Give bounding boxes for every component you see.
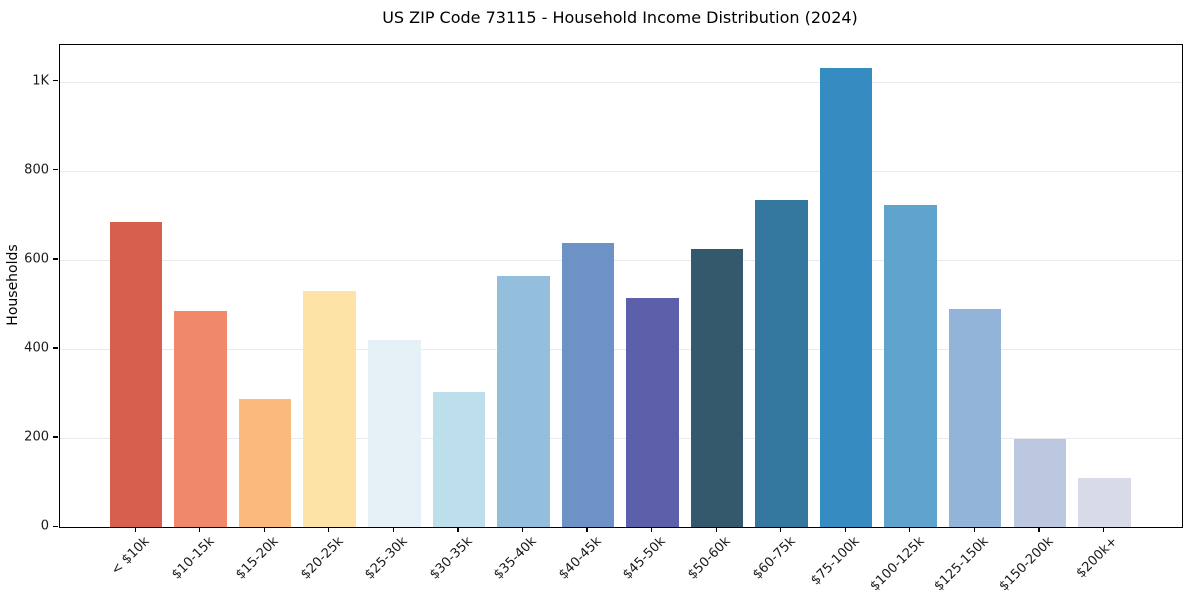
x-tick-label: $60-75k (749, 534, 799, 583)
x-tick-label: $150-200k (996, 534, 1057, 590)
x-tick-mark (715, 527, 717, 533)
y-tick-mark (53, 80, 58, 82)
x-tick-mark (909, 527, 911, 533)
x-tick-label: < $10k (108, 534, 153, 579)
bar-$60-75k (755, 200, 808, 527)
x-tick-mark (973, 527, 975, 533)
bar-$20-25k (303, 290, 356, 527)
bar-$125-150k (948, 308, 1002, 527)
y-tick-mark (53, 169, 58, 171)
y-tick-label: 600 (24, 251, 49, 267)
bar-$10-15k (174, 310, 227, 527)
y-tick-label: 0 (40, 518, 49, 534)
bar-$30-35k (432, 392, 486, 527)
bar-$35-40k (497, 275, 550, 527)
gridline (60, 170, 1182, 172)
x-tick-label: $75-100k (808, 534, 863, 589)
bar-$150-200k (1013, 439, 1066, 527)
plot-area (59, 44, 1183, 528)
bar-$45-50k (626, 297, 679, 527)
x-tick-mark (1102, 527, 1105, 533)
chart-title: US ZIP Code 73115 - Household Income Dis… (382, 8, 858, 27)
x-tick-label: $100-125k (867, 534, 928, 590)
y-tick-label: 400 (24, 340, 49, 356)
x-tick-mark (457, 527, 459, 533)
x-tick-mark (328, 527, 330, 533)
x-tick-label: $45-50k (620, 534, 670, 583)
x-tick-mark (1038, 527, 1040, 533)
x-tick-mark (586, 527, 588, 533)
bar-< $10k (109, 221, 163, 527)
bar-$15-20k (238, 398, 292, 527)
x-tick-mark (263, 527, 265, 533)
x-tick-label: $50-60k (685, 534, 734, 583)
x-tick-label: $35-40k (491, 534, 540, 583)
x-tick-mark (392, 527, 395, 533)
gridline (60, 259, 1182, 261)
x-tick-mark (844, 527, 846, 533)
bar-$50-60k (690, 248, 744, 527)
bar-$25-30k (368, 340, 421, 527)
x-tick-label: $25-30k (362, 534, 411, 583)
x-tick-label: $200k+ (1073, 534, 1121, 582)
x-tick-label: $20-25k (297, 534, 347, 583)
x-tick-mark (650, 527, 653, 533)
gridline (60, 437, 1182, 439)
x-tick-mark (521, 527, 524, 533)
y-tick-label: 800 (24, 162, 49, 178)
x-tick-mark (134, 527, 136, 533)
bar-$40-45k (561, 243, 615, 527)
x-tick-mark (780, 527, 782, 533)
x-tick-label: $30-35k (426, 534, 476, 583)
y-tick-mark (53, 258, 58, 260)
bar-$200k+ (1078, 478, 1131, 527)
bar-$100-125k (884, 205, 937, 527)
x-tick-label: $40-45k (556, 534, 605, 583)
gridline (60, 348, 1182, 350)
x-tick-label: $15-20k (233, 534, 282, 583)
y-tick-mark (53, 525, 58, 527)
x-tick-label: $125-150k (931, 534, 992, 590)
y-tick-mark (53, 347, 58, 349)
y-tick-label: 200 (24, 429, 49, 445)
y-tick-label: 1K (32, 73, 49, 89)
x-tick-label: $10-15k (168, 534, 218, 583)
gridline (60, 81, 1182, 83)
y-tick-mark (53, 436, 58, 438)
bar-$75-100k (819, 68, 873, 527)
x-tick-mark (199, 527, 201, 533)
